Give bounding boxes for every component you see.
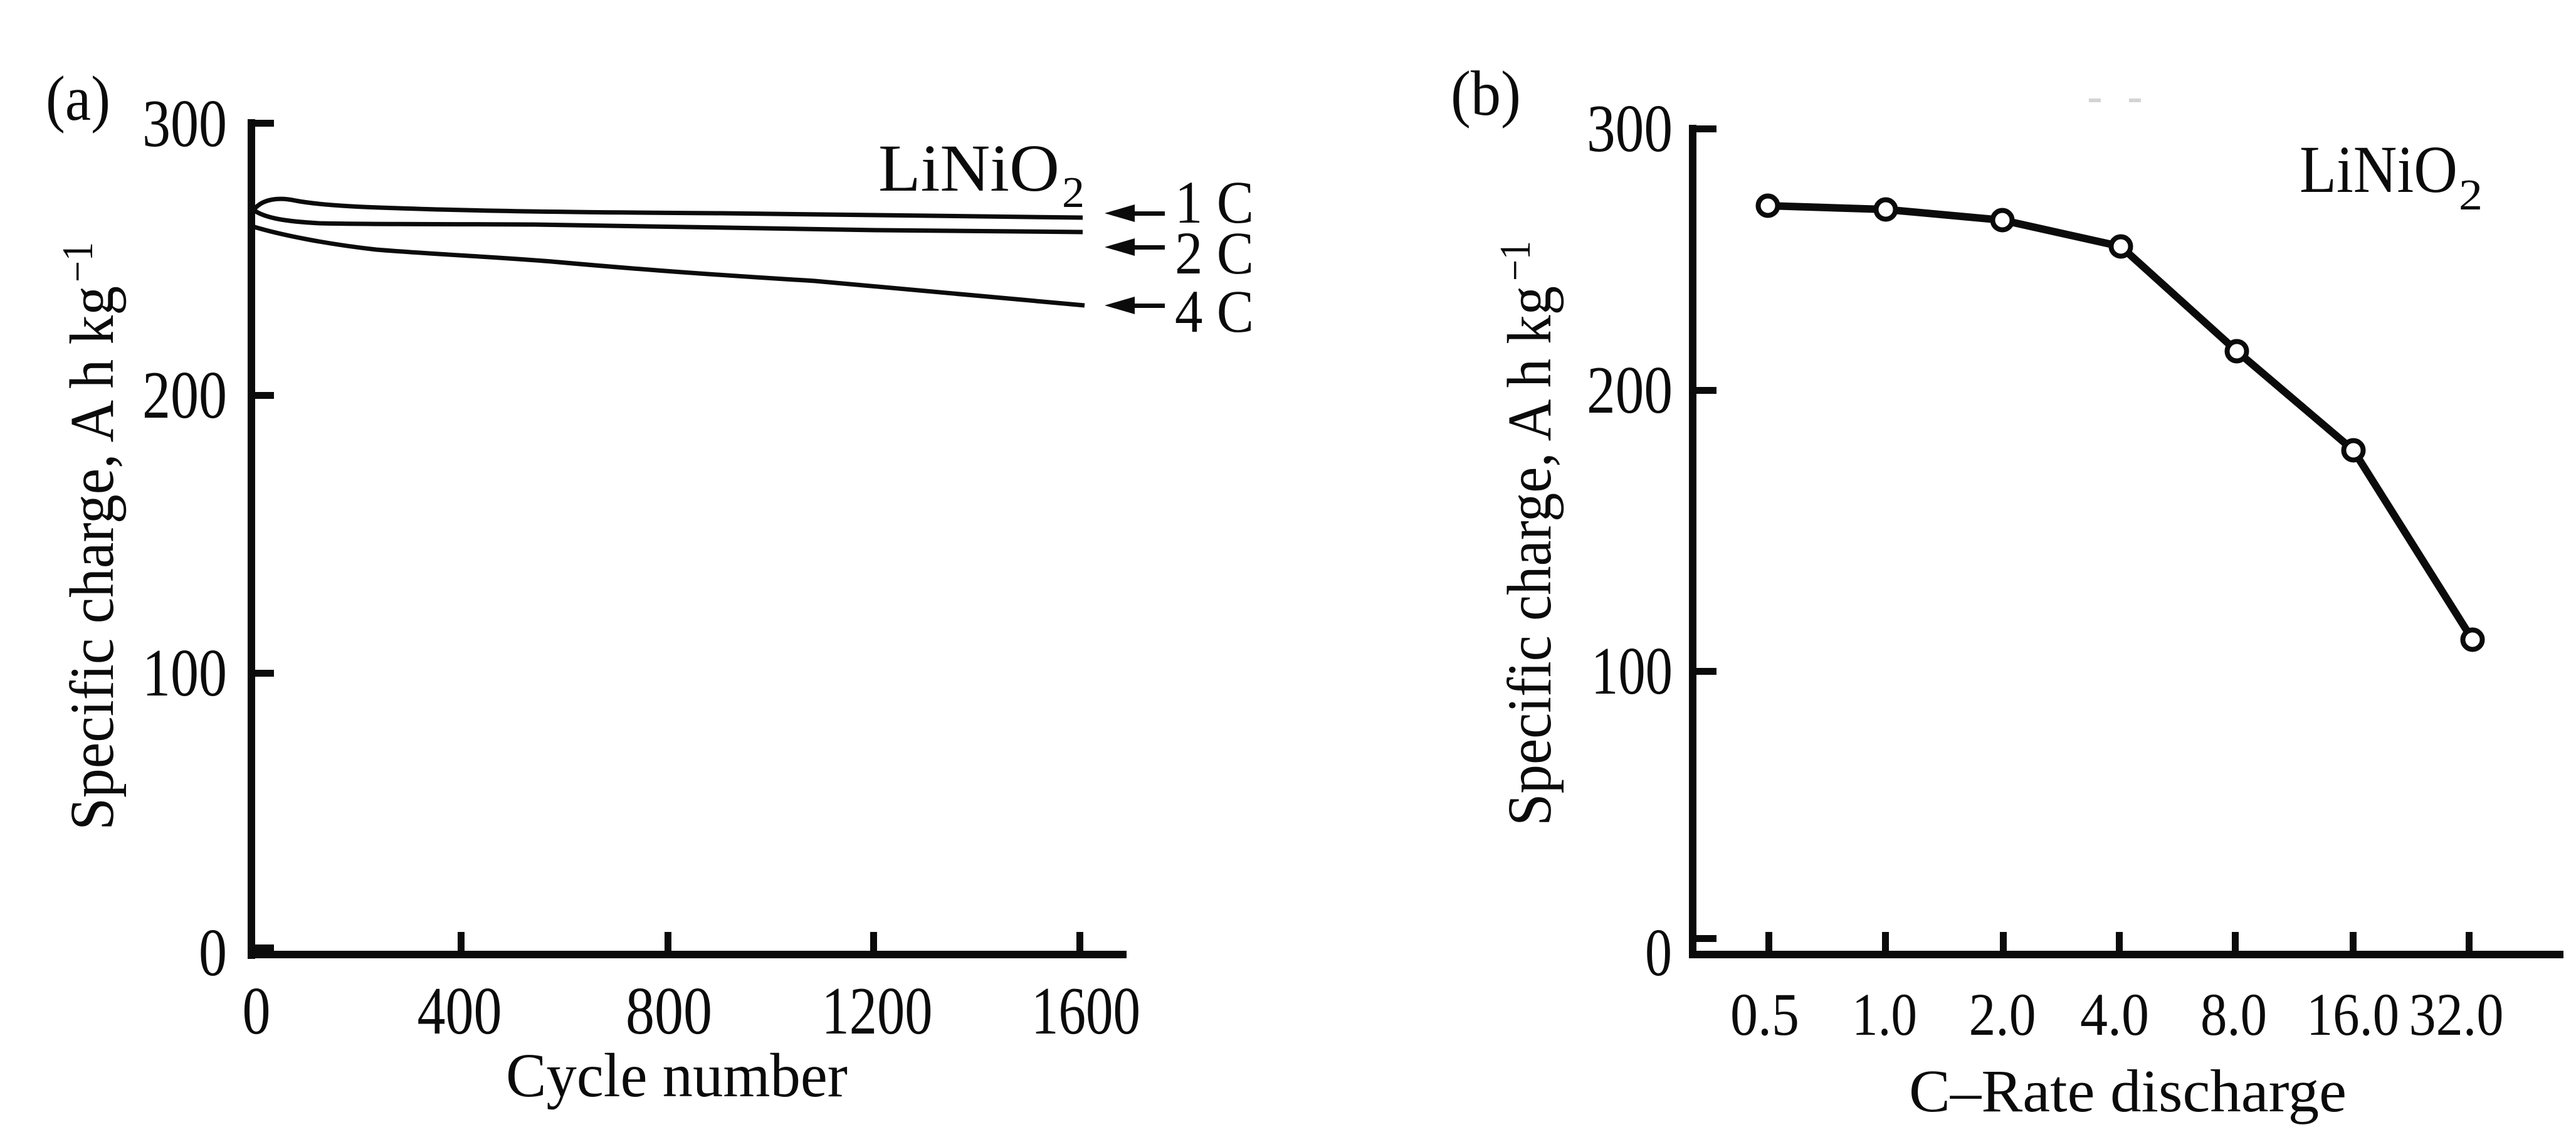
svg-text:1 C: 1 C — [1175, 169, 1254, 236]
svg-text:−1: −1 — [54, 242, 102, 282]
svg-text:LiNiO: LiNiO — [878, 132, 1059, 206]
svg-text:(b): (b) — [1451, 58, 1521, 129]
svg-text:400: 400 — [418, 974, 502, 1049]
svg-text:Specific charge, A h kg: Specific charge, A h kg — [1495, 286, 1564, 826]
svg-text:(a): (a) — [46, 63, 110, 134]
svg-text:2: 2 — [2459, 171, 2483, 220]
svg-text:2: 2 — [1062, 169, 1085, 217]
svg-text:0.5: 0.5 — [1730, 981, 1799, 1048]
svg-text:2 C: 2 C — [1175, 220, 1254, 287]
svg-text:8.0: 8.0 — [2200, 981, 2267, 1048]
svg-text:4.0: 4.0 — [2080, 981, 2149, 1048]
svg-text:300: 300 — [1587, 92, 1673, 166]
svg-text:1600: 1600 — [1031, 974, 1140, 1049]
svg-text:LiNiO: LiNiO — [2300, 133, 2458, 207]
svg-text:C–Rate discharge: C–Rate discharge — [1909, 1057, 2347, 1124]
svg-text:800: 800 — [626, 974, 712, 1049]
svg-text:1.0: 1.0 — [1852, 981, 1917, 1048]
svg-text:0: 0 — [243, 974, 271, 1049]
svg-text:32.0: 32.0 — [2409, 981, 2504, 1048]
svg-text:200: 200 — [1587, 353, 1673, 428]
svg-text:4 C: 4 C — [1175, 278, 1254, 345]
svg-text:Cycle number: Cycle number — [506, 1040, 848, 1110]
svg-text:−1: −1 — [1491, 241, 1540, 281]
svg-text:0: 0 — [1645, 916, 1672, 990]
svg-text:Specific charge, A h kg: Specific charge, A h kg — [57, 286, 127, 830]
svg-text:200: 200 — [142, 358, 227, 433]
svg-text:0: 0 — [199, 916, 227, 990]
svg-text:1200: 1200 — [822, 974, 933, 1049]
svg-text:100: 100 — [1591, 634, 1673, 709]
svg-text:300: 300 — [142, 87, 227, 161]
svg-text:2.0: 2.0 — [1969, 981, 2036, 1048]
svg-text:16.0: 16.0 — [2306, 981, 2399, 1048]
svg-text:100: 100 — [142, 636, 227, 711]
